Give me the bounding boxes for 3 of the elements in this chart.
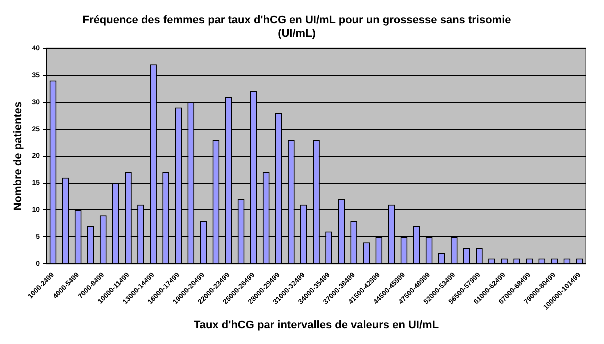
x-axis-title: Taux d'hCG par intervalles de valeurs en UI/mL xyxy=(194,319,440,332)
y-axis-title: Nombre de patientes xyxy=(12,102,25,211)
chart-title: Fréquence des femmes par taux d'hCG en UI/mL pour un grossesse sans trisomie (UI/mL) xyxy=(82,14,512,40)
